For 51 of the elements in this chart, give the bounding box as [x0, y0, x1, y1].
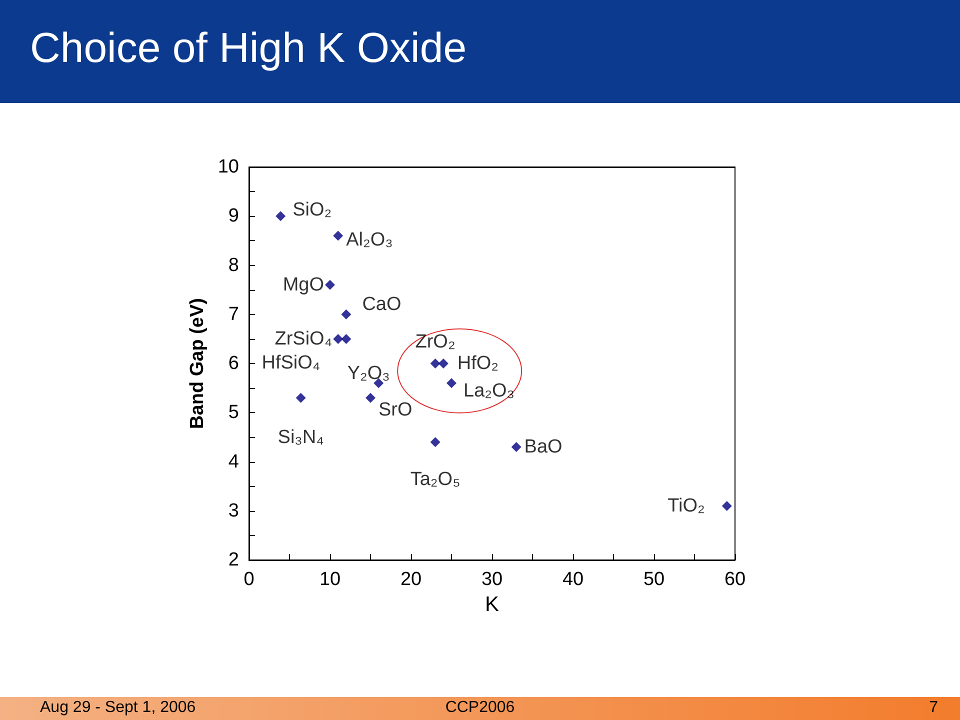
y-tick-label: 5 — [228, 402, 239, 424]
y-tick-label: 2 — [228, 550, 239, 570]
annotation: Y₂O₃ — [347, 363, 390, 384]
annotation: ZrSiO₄ — [274, 328, 332, 350]
x-tick-label: 50 — [643, 569, 665, 590]
annotation: BaO — [524, 436, 562, 458]
y-tick-label: 8 — [228, 254, 239, 276]
point — [325, 280, 335, 290]
point — [446, 378, 456, 388]
x-tick-label: 40 — [562, 569, 584, 590]
annotation: TiO₂ — [668, 495, 705, 516]
x-tick-label: 0 — [244, 569, 254, 590]
y-axis-title: Band Gap (eV) — [186, 298, 208, 429]
point — [341, 309, 352, 320]
point — [430, 437, 440, 448]
point — [333, 334, 344, 344]
x-tick-label: 10 — [319, 569, 341, 590]
annotation: CaO — [362, 294, 402, 315]
text: CCP2006 — [445, 699, 515, 716]
point — [438, 358, 448, 368]
y-tick-label: 9 — [228, 206, 239, 227]
annotation: Si₃N₄ — [278, 426, 324, 448]
point — [341, 334, 352, 344]
y-tick-label: 7 — [228, 304, 239, 325]
point — [722, 500, 732, 511]
x-tick-label: 60 — [724, 569, 746, 590]
text: Aug 29 - Sept 1, 2006 — [40, 699, 196, 717]
x-tick-label: 20 — [400, 569, 422, 590]
point — [366, 392, 376, 403]
text: 7 — [929, 699, 938, 717]
point — [276, 211, 286, 222]
y-tick-label: 3 — [228, 500, 239, 522]
y-tick-label: 10 — [218, 156, 239, 178]
annotation: ZrO₂ — [415, 332, 456, 352]
y-tick-label: 4 — [228, 451, 240, 472]
point — [511, 442, 522, 452]
annotation: HfSiO₄ — [262, 352, 320, 374]
point — [333, 230, 344, 241]
x-tick-label: 30 — [481, 569, 503, 590]
annotation: MgO — [282, 274, 324, 296]
y-tick-label: 6 — [228, 353, 239, 374]
annotation: Al₂O₃ — [346, 229, 393, 250]
annotation: HfO₂ — [457, 353, 499, 374]
annotation: Ta₂O₅ — [410, 469, 460, 490]
x-axis-title: K — [484, 593, 500, 616]
chart-title: Choice of High K Oxide — [30, 24, 467, 72]
annotation: SiO₂ — [292, 200, 332, 221]
point — [296, 392, 306, 403]
annotation: SrO — [378, 399, 412, 420]
point — [430, 358, 440, 368]
annotation: La₂O₃ — [464, 380, 515, 402]
